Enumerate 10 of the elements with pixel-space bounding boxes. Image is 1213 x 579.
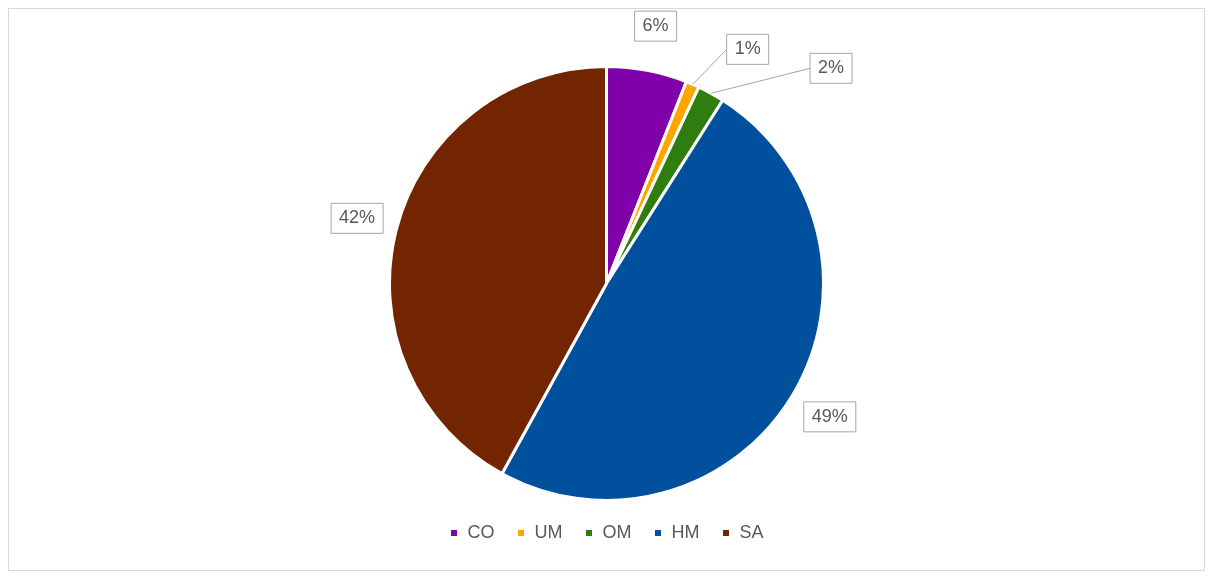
- legend-label: CO: [467, 521, 495, 542]
- data-label: 49%: [811, 405, 848, 426]
- data-label: 1%: [734, 38, 761, 59]
- legend-label: SA: [739, 521, 764, 542]
- data-label: 6%: [642, 15, 669, 36]
- data-label: 42%: [339, 207, 376, 228]
- data-label: 2%: [818, 57, 845, 78]
- legend-label: UM: [534, 521, 563, 542]
- legend-label: HM: [671, 521, 700, 542]
- legend-label: OM: [602, 521, 632, 542]
